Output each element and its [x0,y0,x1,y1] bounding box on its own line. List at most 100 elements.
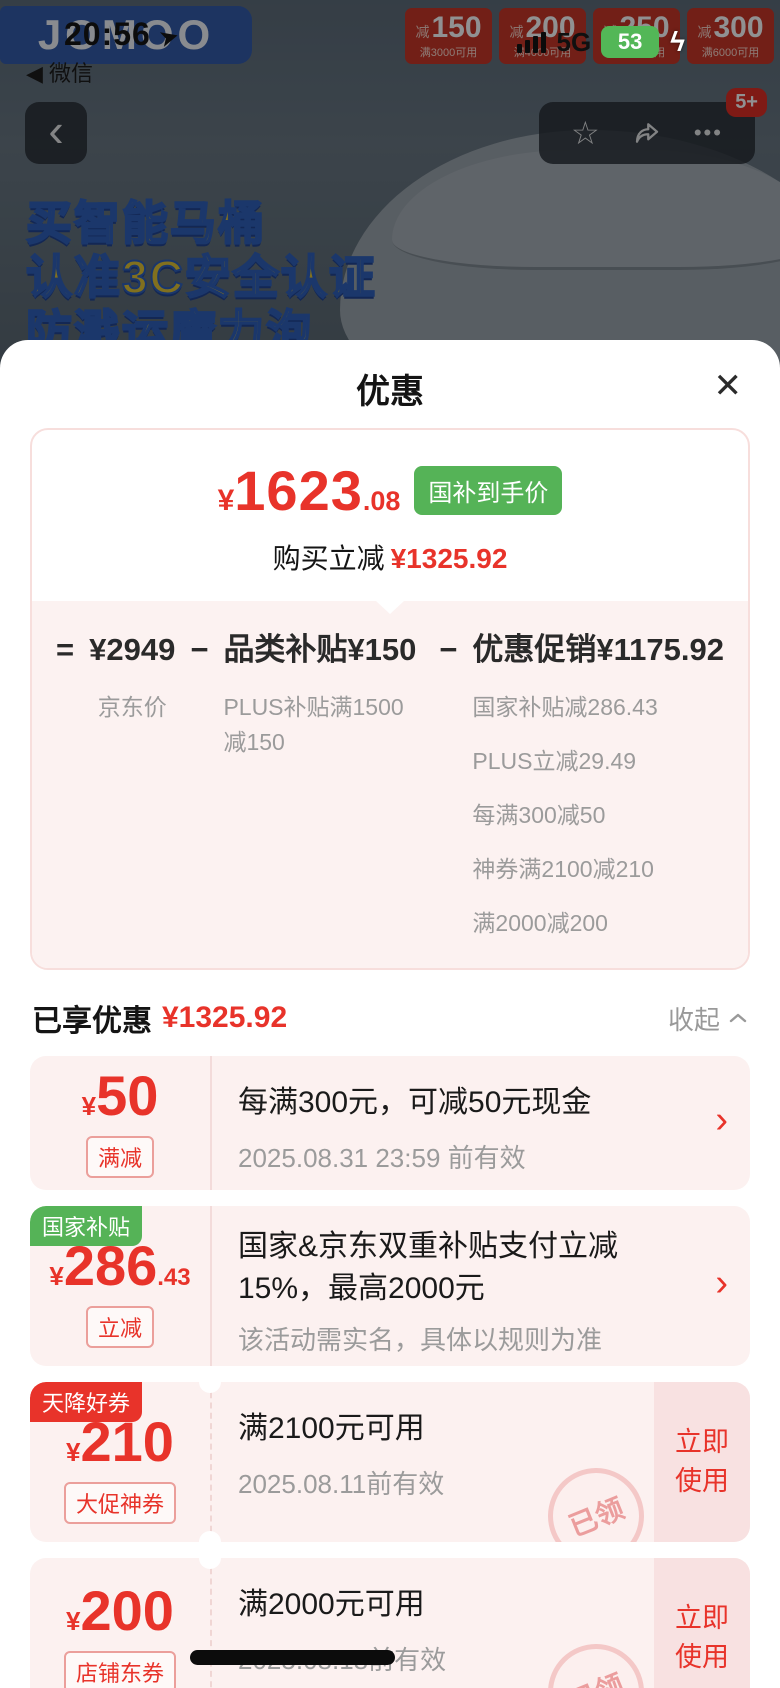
minus-sign: − [190,632,209,667]
promo-note: PLUS立减29.49 [472,748,637,775]
ticket-notch [199,1382,221,1394]
currency-symbol: ¥ [217,484,235,517]
badge-prefix: 减 [697,24,712,40]
coupon-card-sky-drop[interactable]: 天降好券 ¥210 大促神券 满2100元可用 2025.08.11前有效 已领… [30,1382,750,1543]
base-price-column: ¥2949 京东价 [89,631,175,938]
signal-bars-icon [517,31,547,53]
coupon-rules-note: 该活动需实名，具体以规则为准 [238,1325,603,1356]
coupon-amount: 286 [63,1234,158,1298]
badge-condition: 满6000可用 [701,47,760,59]
promo-note: 国家补贴减286.43 [472,694,658,721]
coupon-amount-block: ¥50 满减 [30,1056,210,1190]
coupon-type-tag: 大促神券 [63,1482,176,1525]
promo-total-value: 优惠促销¥1175.92 [472,632,724,667]
location-arrow-icon: ➤ [155,21,184,54]
coupon-amount-block: ¥210 大促神券 [30,1382,210,1542]
enjoyed-label: 已享优惠 [32,1005,152,1039]
use-now-button[interactable]: 立即使用 [654,1558,750,1688]
promo-total-column: 优惠促销¥1175.92 国家补贴减286.43 PLUS立减29.49 每满3… [472,631,724,938]
coupon-card-shop-coupon[interactable]: ¥200 店铺东券 满2000元可用 2025.08.18前有效 已领 立即使用 [30,1558,750,1688]
coupon-card-full-reduction[interactable]: ¥50 满减 每满300元，可减50元现金 2025.08.31 23:59 前… [30,1056,750,1191]
coupon-title: 满2100元可用 [238,1412,425,1446]
total-discount-label: 购买立减 [272,543,385,574]
promo-note: 每满300减50 [472,802,606,829]
coupon-amount-block: ¥286.43 立减 [30,1206,210,1366]
network-type: 5G [556,26,592,57]
more-menu-icon[interactable]: ••• [693,120,723,145]
coupon-modal: 优惠 ✕ ¥1623.08 国补到手价 购买立减 ¥1325.92 = ¥2949 [0,340,780,1688]
hero-promo-badge: 减 150 满3000可用 [405,8,492,64]
badge-prefix: 减 [415,24,430,40]
coupon-type-tag: 店铺东券 [63,1651,176,1688]
badge-amount: 300 [713,11,764,44]
coupon-currency: ¥ [49,1261,64,1292]
status-time: 20:56 ➤ [64,16,184,54]
collapse-toggle[interactable]: 收起 [668,1000,748,1037]
coupon-card-national-subsidy[interactable]: 国家补贴 ¥286.43 立减 国家&京东双重补贴支付立减15%，最高2000元… [30,1206,750,1367]
badge-prefix: 减 [509,24,524,40]
status-indicators: 5G 53 ϟ [517,26,685,58]
coupon-corner-tag: 国家补贴 [30,1206,143,1247]
badge-condition: 满3000可用 [419,47,478,59]
coupon-title: 满2000元可用 [238,1588,425,1622]
battery-indicator: 53 [601,26,660,58]
coupon-currency: ¥ [81,1091,97,1122]
favorite-star-icon[interactable]: ☆ [571,115,600,151]
subsidy-price-badge: 国补到手价 [414,466,563,515]
coupon-amount-cents: .43 [157,1264,191,1292]
coupon-corner-tag: 天降好券 [30,1382,143,1423]
hero-promo-badge: 减 300 满6000可用 [687,8,774,64]
modal-title: 优惠 [356,373,424,411]
enjoyed-value: ¥1325.92 [162,1001,288,1035]
ticket-notch [199,1558,221,1570]
ticket-notch [199,1531,221,1543]
jd-price-value: ¥2949 [89,632,176,667]
use-now-label: 立即使用 [675,1427,729,1497]
brand-logo: JOMOO [0,6,252,64]
coupon-validity: 2025.08.31 23:59 前有效 [238,1143,526,1174]
equals-sign: = [56,632,75,667]
category-subsidy-value: 品类补贴¥150 [223,632,417,667]
minus-sign: − [439,632,458,667]
coupon-currency: ¥ [66,1437,81,1468]
category-subsidy-note: PLUS补贴满1500减150 [223,694,404,755]
coupon-type-tag: 立减 [85,1306,154,1349]
coupon-amount: 200 [80,1579,174,1643]
use-now-label: 立即使用 [675,1603,729,1673]
close-icon[interactable]: ✕ [713,367,743,405]
back-icon: ‹ [48,104,64,156]
back-button[interactable]: ‹ [25,102,87,164]
final-price: 1623 [234,459,363,522]
chevron-right-icon[interactable]: › [715,1262,728,1305]
coupon-body: 满2100元可用 2025.08.11前有效 [210,1382,654,1543]
chevron-right-icon[interactable]: › [715,1099,728,1142]
coupon-title: 国家&京东双重补贴支付立减15%，最高2000元 [238,1230,619,1306]
category-subsidy-column: 品类补贴¥150 PLUS补贴满1500减150 [223,631,424,938]
coupon-amount: 50 [96,1064,159,1128]
final-price-section: ¥1623.08 国补到手价 购买立减 ¥1325.92 [32,430,748,601]
slogan-line: 认准3C安全认证 [25,250,377,304]
share-icon[interactable] [632,118,662,148]
total-discount-value: ¥1325.92 [390,543,508,574]
header-controls: ☆ ••• 5+ [539,88,767,164]
back-to-wechat-link[interactable]: ◀ 微信 [26,61,94,86]
coupon-amount-block: ¥200 店铺东券 [30,1558,210,1688]
coupon-body: 每满300元，可减50元现金 2025.08.31 23:59 前有效 [210,1056,705,1191]
home-indicator[interactable] [190,1650,395,1665]
coupon-currency: ¥ [66,1606,81,1637]
final-price-cents: .08 [362,486,401,516]
pointer-notch [376,601,404,614]
use-now-button[interactable]: 立即使用 [654,1382,750,1543]
collapse-label: 收起 [667,1004,720,1035]
slogan-line: 买智能马桶 [25,196,266,250]
badge-amount: 150 [431,11,482,44]
jd-price-label: 京东价 [97,694,167,721]
coupon-title: 每满300元，可减50元现金 [238,1086,592,1120]
price-breakdown-section: = ¥2949 京东价 − 品类补贴¥150 PLUS补贴满1500减150 −… [32,601,748,969]
charging-bolt-icon: ϟ [670,26,685,57]
promo-note: 满2000减200 [472,910,608,937]
coupon-amount: 210 [80,1410,174,1474]
enjoyed-discounts-row: 已享优惠 ¥1325.92 收起 [32,996,748,1040]
chevron-up-icon [729,1013,747,1023]
promo-note: 神券满2100减210 [472,856,654,883]
